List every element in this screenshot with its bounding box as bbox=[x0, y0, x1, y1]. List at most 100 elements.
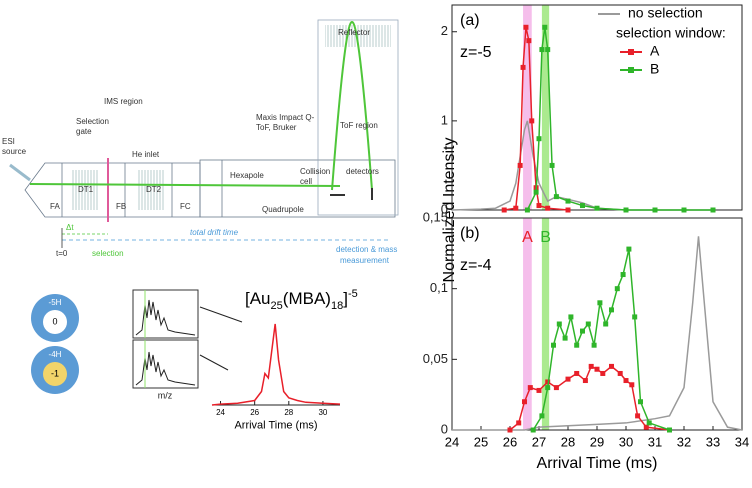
pointer bbox=[199, 354, 229, 371]
panel-label: (a) bbox=[460, 12, 480, 29]
panel-label: (b) bbox=[460, 225, 480, 242]
annotation: z=-5 bbox=[460, 44, 492, 61]
spectrum-box bbox=[132, 339, 199, 389]
data-point bbox=[565, 198, 571, 204]
label: FA bbox=[50, 202, 60, 211]
title-part: -5 bbox=[348, 288, 358, 300]
x-tick-label: 31 bbox=[648, 434, 662, 449]
y-tick-label: 0,05 bbox=[423, 351, 448, 366]
data-point bbox=[526, 38, 532, 44]
data-point bbox=[594, 366, 600, 372]
axis-label: m/z bbox=[158, 390, 173, 400]
label: Hexapole bbox=[230, 171, 264, 180]
series-line bbox=[451, 120, 713, 211]
data-point bbox=[562, 335, 568, 341]
data-point bbox=[597, 300, 603, 306]
series-line bbox=[452, 236, 743, 431]
label: Δt bbox=[66, 223, 74, 232]
data-point bbox=[635, 413, 641, 419]
data-point bbox=[545, 47, 551, 53]
data-point bbox=[551, 342, 556, 348]
data-point bbox=[545, 379, 551, 385]
inset-title: [Au25(MBA)18]-5 bbox=[245, 288, 358, 312]
label: cell bbox=[300, 177, 312, 186]
data-point bbox=[638, 399, 643, 405]
data-point bbox=[536, 203, 542, 209]
data-point bbox=[623, 207, 629, 213]
spectrum-box bbox=[132, 289, 199, 339]
x-tick-label: 28 bbox=[561, 434, 575, 449]
data-point bbox=[545, 385, 551, 391]
data-point bbox=[667, 427, 672, 433]
label: measurement bbox=[340, 256, 390, 265]
data-point bbox=[609, 307, 614, 313]
data-point bbox=[643, 424, 649, 430]
label: Maxis Impact Q- bbox=[256, 113, 315, 122]
legend-label: B bbox=[650, 61, 659, 77]
series-line bbox=[211, 323, 341, 406]
data-point bbox=[533, 189, 539, 195]
cluster-core bbox=[43, 362, 67, 386]
label: detectors bbox=[346, 167, 379, 176]
data-point bbox=[626, 246, 632, 252]
x-tick-label: 30 bbox=[619, 434, 633, 449]
label: He inlet bbox=[132, 150, 160, 159]
x-tick-label: 24 bbox=[445, 434, 459, 449]
x-axis-label: Arrival Time (ms) bbox=[234, 420, 317, 432]
data-point bbox=[565, 376, 571, 382]
series-line bbox=[526, 27, 713, 211]
x-tick-label: 32 bbox=[677, 434, 691, 449]
x-tick-label: 26 bbox=[250, 408, 259, 417]
label: Quadrupole bbox=[262, 205, 304, 214]
label: DT2 bbox=[146, 185, 162, 194]
label: selection bbox=[92, 249, 124, 258]
data-point bbox=[545, 205, 551, 211]
dt1-rings bbox=[72, 170, 98, 210]
data-point bbox=[529, 118, 535, 124]
legend-marker bbox=[628, 67, 634, 73]
dt2-rings bbox=[138, 170, 164, 210]
legend-label: A bbox=[650, 43, 660, 59]
data-point bbox=[549, 162, 555, 168]
y-tick-label: 1 bbox=[441, 112, 448, 127]
x-tick-label: 34 bbox=[735, 434, 749, 449]
data-point bbox=[530, 427, 536, 433]
cluster-core bbox=[43, 310, 67, 334]
data-point bbox=[614, 286, 620, 292]
data-point bbox=[623, 378, 629, 384]
legend-marker bbox=[628, 49, 634, 55]
data-point bbox=[603, 321, 609, 327]
title-part: 18 bbox=[331, 300, 343, 312]
legend-label: no selection bbox=[628, 5, 703, 21]
data-point bbox=[527, 385, 533, 391]
legend-title: selection window: bbox=[616, 25, 726, 41]
data-point bbox=[574, 370, 580, 376]
data-point bbox=[524, 207, 530, 213]
tof-tube bbox=[317, 19, 399, 216]
title-part: [Au bbox=[245, 289, 271, 308]
x-tick-label: 29 bbox=[590, 434, 604, 449]
y-tick-label: 2 bbox=[441, 23, 448, 38]
data-point bbox=[594, 205, 600, 211]
label: source bbox=[2, 147, 27, 156]
data-point bbox=[646, 420, 652, 426]
data-point bbox=[710, 207, 716, 213]
x-tick-label: 24 bbox=[216, 408, 225, 417]
data-point bbox=[539, 413, 545, 419]
label: -5H bbox=[49, 298, 62, 307]
data-point bbox=[620, 272, 626, 278]
data-point bbox=[591, 342, 597, 348]
y-tick-label: 0 bbox=[441, 421, 448, 436]
label: 0 bbox=[52, 316, 57, 326]
data-point bbox=[507, 427, 513, 433]
data-point bbox=[629, 382, 635, 388]
label: Reflector bbox=[338, 28, 370, 37]
instrument-diagram bbox=[9, 19, 399, 248]
x-tick-label: 30 bbox=[318, 408, 327, 417]
data-point bbox=[520, 64, 526, 70]
y-tick-label: 0 bbox=[441, 201, 448, 216]
data-point bbox=[609, 363, 614, 369]
data-point bbox=[588, 363, 594, 369]
selection-band bbox=[523, 5, 532, 210]
